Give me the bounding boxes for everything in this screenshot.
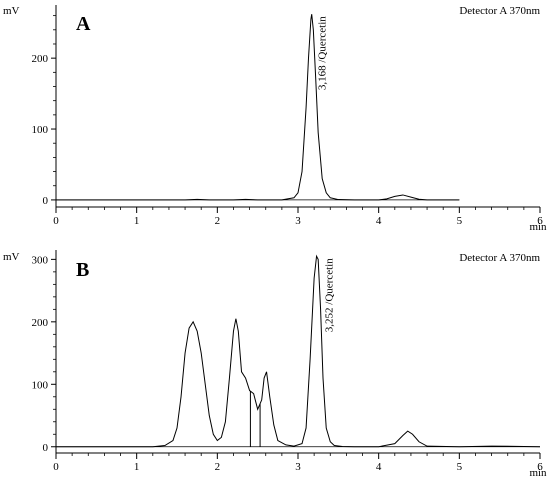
x-tick-label: 6 [537, 215, 543, 227]
panel-b-x-ticks: 0 1 2 3 4 5 6 [53, 453, 543, 473]
x-tick-label: 2 [215, 215, 221, 227]
panel-a-peak-annotation: 3,168 /Quercetin [317, 16, 329, 90]
y-tick-label: 200 [32, 53, 49, 65]
panel-a-detector-label: Detector A 370nm [459, 5, 540, 17]
x-tick-label: 3 [295, 461, 301, 473]
panel-a-series-line [56, 14, 460, 201]
panel-b-x-axis-unit: min [529, 467, 547, 479]
panel-a-label: A [76, 13, 91, 35]
x-tick-label: 4 [376, 215, 382, 227]
panel-b-y-axis-unit: mV [3, 251, 20, 263]
y-tick-label: 200 [32, 317, 49, 329]
x-tick-label: 4 [376, 461, 382, 473]
panel-b: B Detector A 370nm mV min 0 1 2 3 4 5 6 0 100 20… [3, 250, 547, 479]
x-tick-label: 1 [134, 215, 140, 227]
panel-b-label: B [76, 259, 89, 281]
panel-b-integration-drop-lines [249, 391, 261, 447]
y-tick-label: 300 [32, 254, 49, 266]
y-tick-label: 0 [43, 195, 49, 207]
x-tick-label: 1 [134, 461, 140, 473]
panel-a-y-axis-unit: mV [3, 5, 20, 17]
y-tick-label: 0 [43, 442, 49, 454]
x-tick-label: 3 [295, 215, 301, 227]
x-tick-label: 5 [457, 215, 463, 227]
x-tick-label: 5 [457, 461, 463, 473]
x-tick-label: 0 [53, 461, 59, 473]
panel-b-series-line [56, 254, 541, 448]
panel-a-x-axis-unit: min [529, 221, 547, 233]
y-tick-label: 100 [32, 124, 49, 136]
panel-b-peak-annotation: 3,252 /Quercetin [323, 258, 335, 332]
panel-b-y-ticks: 0 100 200 300 [32, 254, 56, 454]
x-tick-label: 0 [53, 215, 59, 227]
panel-b-detector-label: Detector A 370nm [459, 252, 540, 264]
y-tick-label: 100 [32, 379, 49, 391]
x-tick-label: 2 [215, 461, 221, 473]
panel-a-y-ticks: 0 100 200 [32, 15, 56, 207]
panel-a: A Detector A 370nm mV min 0 1 2 3 4 5 6 0 100 20… [3, 5, 547, 233]
x-tick-label: 6 [537, 461, 543, 473]
panel-a-x-ticks: 0 1 2 3 4 5 6 [53, 207, 543, 227]
